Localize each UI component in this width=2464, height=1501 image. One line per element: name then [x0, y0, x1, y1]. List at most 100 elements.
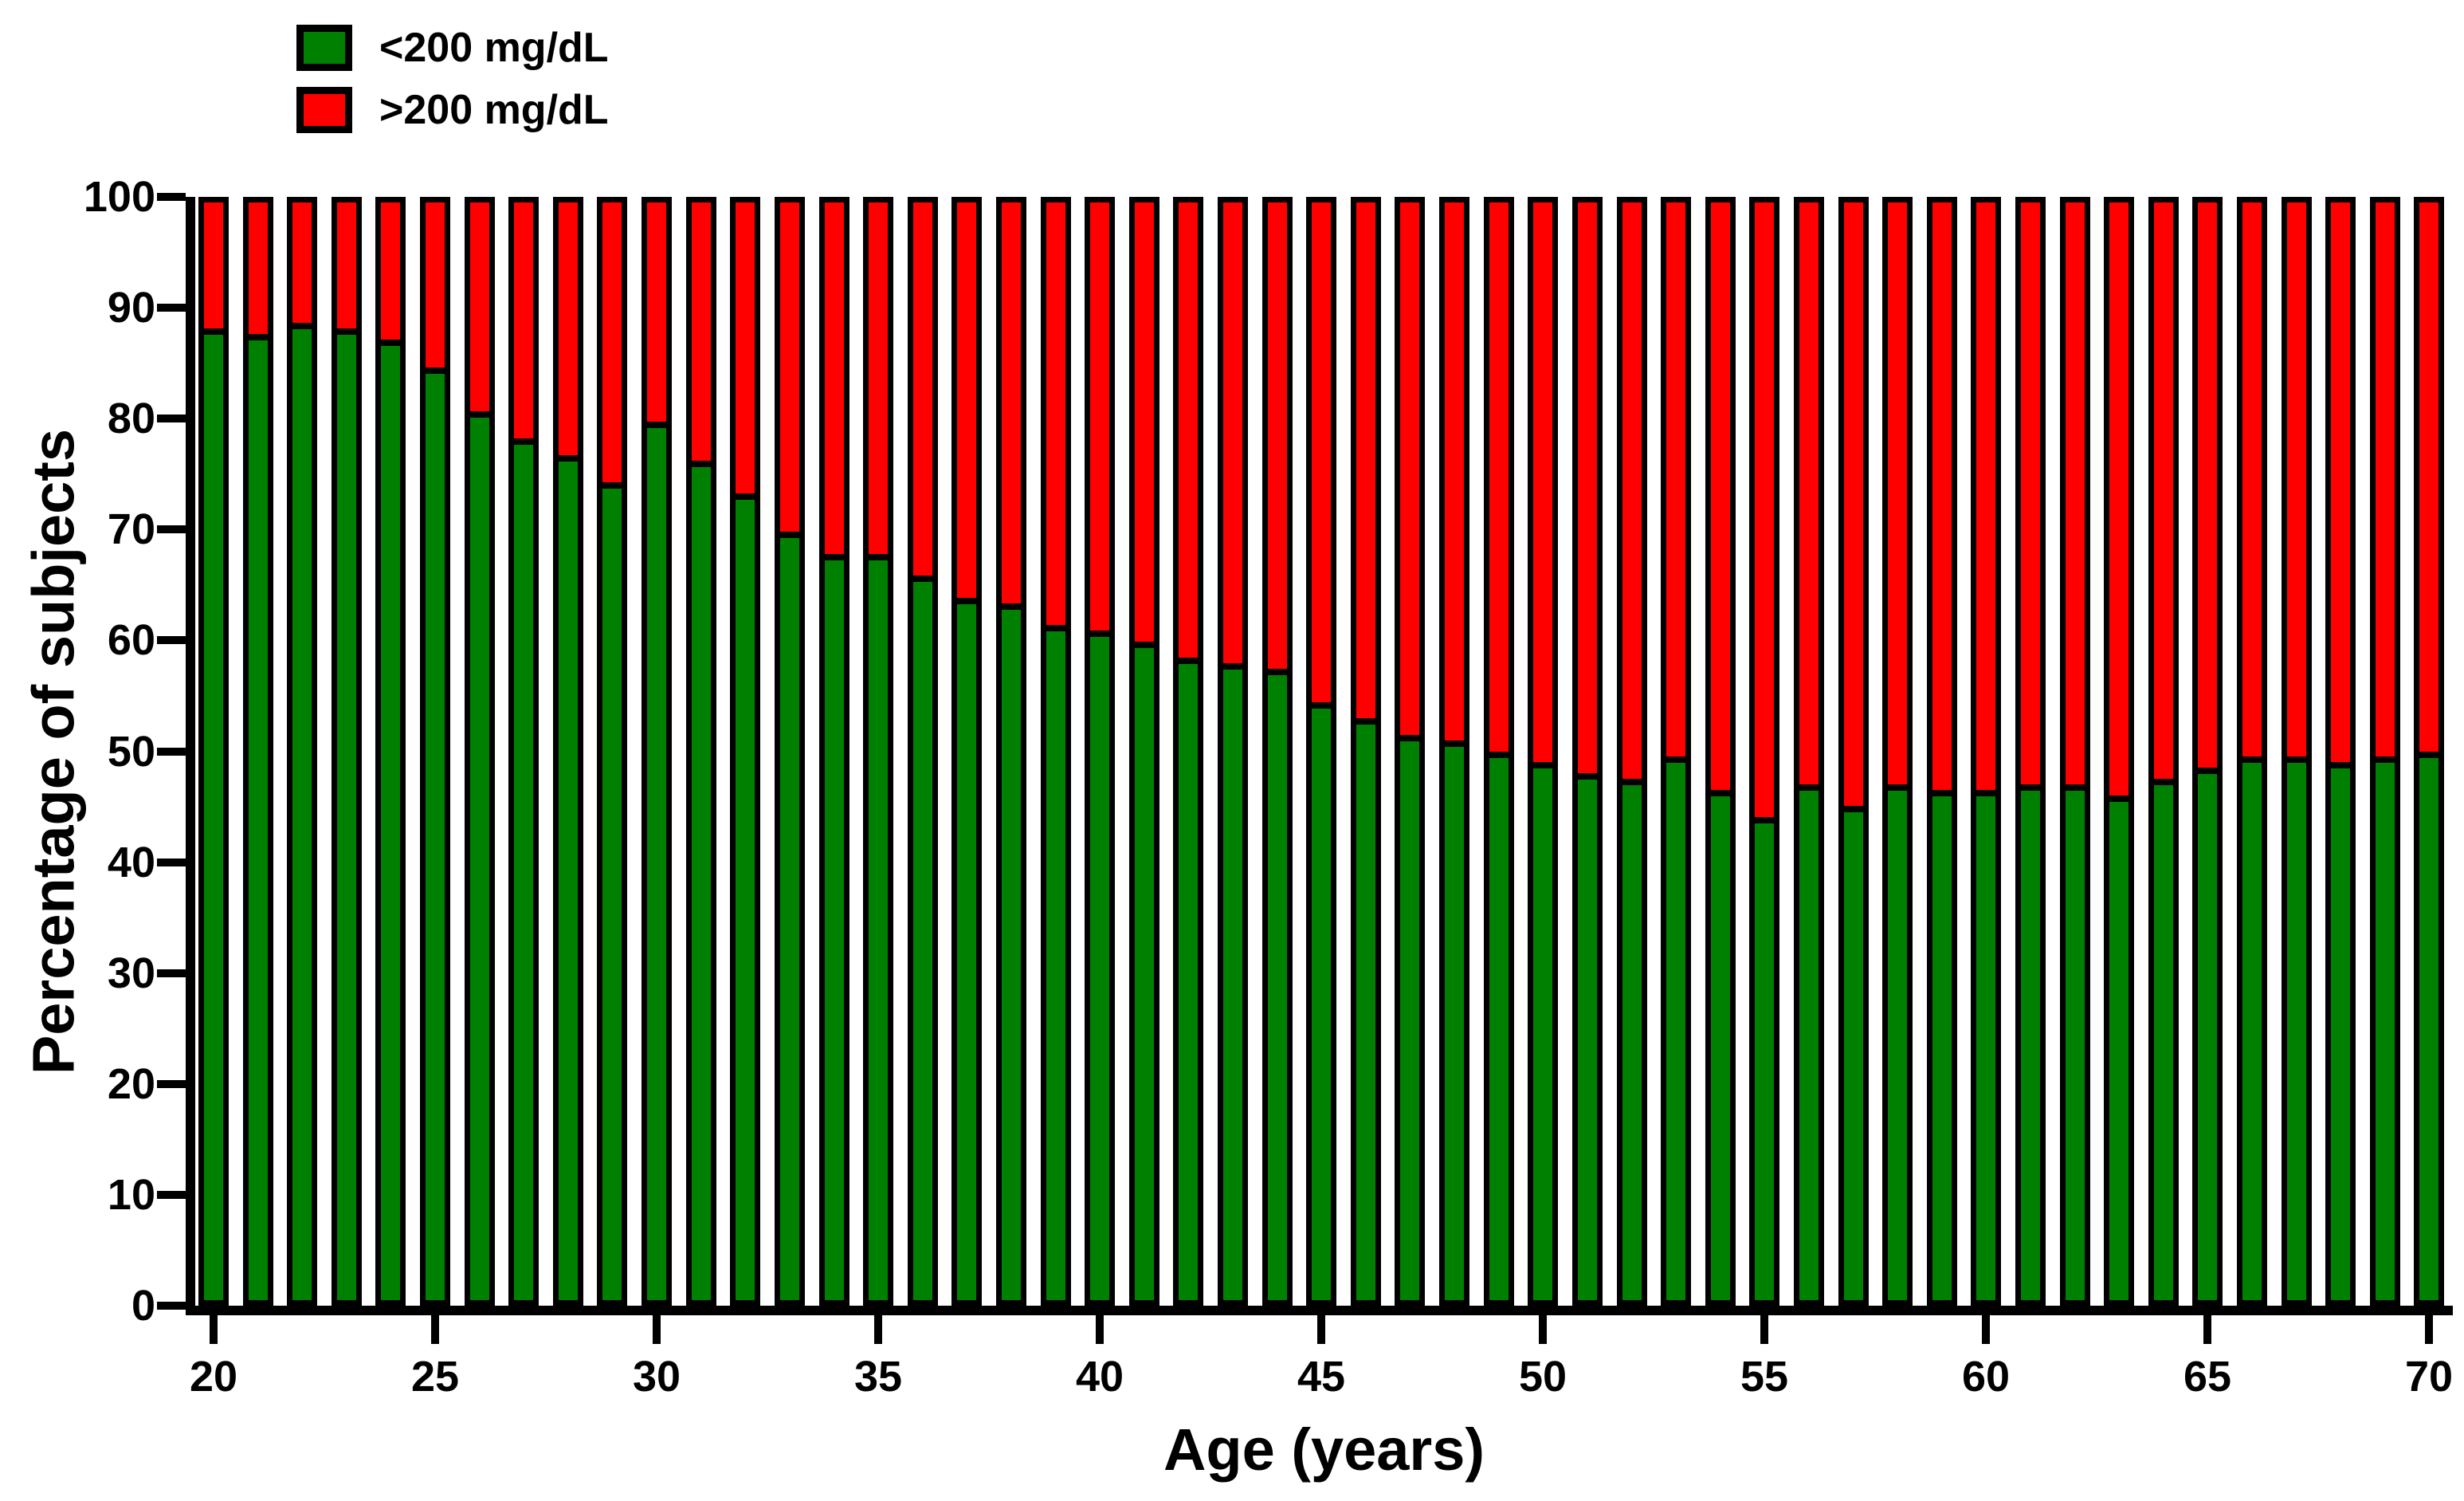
- y-tick-50: [157, 747, 186, 756]
- bar-segment-over200: [1976, 202, 1996, 796]
- x-tick-label-60: 60: [1961, 1353, 2011, 1401]
- bar-segment-over200: [1888, 202, 1908, 791]
- bar-segment-over200: [469, 202, 489, 418]
- bar-segment-over200: [1046, 202, 1065, 632]
- bar-segment-over200: [2419, 202, 2439, 758]
- y-tick-label-50: 50: [107, 727, 155, 776]
- bar-age-28: [552, 197, 583, 1306]
- y-tick-label-70: 70: [107, 505, 155, 554]
- y-axis-title: Percentage of subjects: [20, 428, 87, 1075]
- bar-age-63: [2104, 197, 2135, 1306]
- legend-label-under200: <200 mg/dL: [379, 25, 609, 71]
- x-tick-label-40: 40: [1075, 1353, 1124, 1401]
- bar-segment-over200: [1843, 202, 1863, 813]
- x-tick-label-35: 35: [853, 1353, 903, 1401]
- y-tick-30: [157, 969, 186, 977]
- bar-age-66: [2237, 197, 2268, 1306]
- bar-age-56: [1793, 197, 1824, 1306]
- x-tick-65: [2203, 1315, 2211, 1344]
- bar-age-49: [1483, 197, 1514, 1306]
- bars-container: [195, 197, 2453, 1306]
- y-tick-0: [157, 1302, 186, 1310]
- bar-segment-over200: [1312, 202, 1332, 709]
- bar-age-53: [1661, 197, 1692, 1306]
- legend-swatch-red: [296, 87, 352, 133]
- x-tick-55: [1760, 1315, 1768, 1344]
- bar-segment-over200: [2020, 202, 2040, 791]
- x-tick-label-65: 65: [2183, 1353, 2232, 1401]
- x-tick-label-55: 55: [1740, 1353, 1789, 1401]
- bar-segment-over200: [912, 202, 932, 583]
- bar-segment-over200: [1710, 202, 1730, 796]
- x-tick-20: [210, 1315, 218, 1344]
- bar-age-26: [464, 197, 495, 1306]
- bar-age-44: [1261, 197, 1293, 1306]
- bar-age-31: [685, 197, 716, 1306]
- bar-age-43: [1218, 197, 1249, 1306]
- bar-age-46: [1350, 197, 1381, 1306]
- bar-segment-over200: [426, 202, 445, 374]
- bar-age-65: [2192, 197, 2223, 1306]
- bar-age-67: [2281, 197, 2312, 1306]
- bar-segment-over200: [2153, 202, 2173, 785]
- bar-segment-over200: [1179, 202, 1199, 665]
- x-tick-30: [653, 1315, 661, 1344]
- bar-age-59: [1926, 197, 1957, 1306]
- bar-age-38: [995, 197, 1026, 1306]
- x-tick-60: [1982, 1315, 1990, 1344]
- bar-age-70: [2414, 197, 2445, 1306]
- bar-segment-over200: [1577, 202, 1597, 780]
- bar-segment-over200: [1223, 202, 1243, 670]
- bar-age-61: [2015, 197, 2046, 1306]
- y-tick-label-20: 20: [107, 1059, 155, 1108]
- bar-age-64: [2148, 197, 2179, 1306]
- bar-segment-over200: [2331, 202, 2351, 769]
- bar-segment-over200: [1755, 202, 1775, 824]
- y-tick-label-30: 30: [107, 949, 155, 997]
- bar-segment-over200: [1267, 202, 1287, 676]
- bar-age-68: [2325, 197, 2356, 1306]
- bar-age-32: [730, 197, 761, 1306]
- bar-segment-over200: [1489, 202, 1509, 758]
- x-tick-45: [1317, 1315, 1325, 1344]
- bar-age-20: [198, 197, 229, 1306]
- y-tick-label-60: 60: [107, 616, 155, 665]
- bar-segment-over200: [1356, 202, 1375, 725]
- bar-segment-over200: [1533, 202, 1553, 769]
- bar-age-27: [508, 197, 539, 1306]
- bar-segment-over200: [558, 202, 578, 462]
- y-tick-40: [157, 858, 186, 866]
- bar-segment-over200: [1001, 202, 1021, 610]
- y-tick-10: [157, 1190, 186, 1199]
- x-tick-50: [1539, 1315, 1547, 1344]
- bar-segment-over200: [336, 202, 356, 336]
- x-tick-25: [431, 1315, 439, 1344]
- bar-segment-over200: [1799, 202, 1819, 791]
- bar-age-33: [774, 197, 805, 1306]
- bar-segment-over200: [2375, 202, 2395, 764]
- bar-age-69: [2369, 197, 2400, 1306]
- bar-age-30: [642, 197, 673, 1306]
- y-tick-label-0: 0: [131, 1282, 155, 1330]
- bar-age-39: [1040, 197, 1071, 1306]
- bar-segment-over200: [779, 202, 799, 539]
- bar-age-54: [1705, 197, 1736, 1306]
- bar-age-35: [863, 197, 894, 1306]
- bar-segment-over200: [381, 202, 401, 347]
- bar-segment-over200: [514, 202, 534, 446]
- bar-age-47: [1395, 197, 1426, 1306]
- bar-segment-over200: [1932, 202, 1952, 796]
- bar-age-58: [1882, 197, 1913, 1306]
- bar-age-22: [287, 197, 318, 1306]
- bar-age-55: [1749, 197, 1780, 1306]
- legend: <200 mg/dL >200 mg/dL: [296, 22, 609, 147]
- bar-segment-over200: [292, 202, 312, 330]
- y-tick-90: [157, 304, 186, 312]
- bar-segment-over200: [647, 202, 667, 429]
- x-tick-label-20: 20: [189, 1353, 238, 1401]
- y-tick-label-10: 10: [107, 1170, 155, 1219]
- plot-area: 0 10 20 30 40 50 60 70 80 90 100 20 25 30 35 40 45 50 55 6…: [21, 175, 2454, 1483]
- bar-age-52: [1616, 197, 1647, 1306]
- x-tick-70: [2425, 1315, 2433, 1344]
